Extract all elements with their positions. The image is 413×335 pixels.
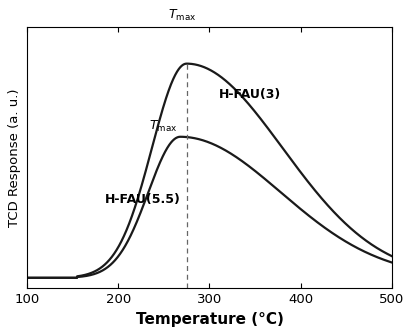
Text: H-FAU(3): H-FAU(3)	[218, 88, 281, 102]
Text: $T_{\mathrm{max}}$: $T_{\mathrm{max}}$	[149, 119, 178, 134]
Text: $T_{\mathrm{max}}$: $T_{\mathrm{max}}$	[168, 8, 196, 23]
Y-axis label: TCD Response (a. u.): TCD Response (a. u.)	[8, 88, 21, 227]
Text: H-FAU(5.5): H-FAU(5.5)	[104, 193, 180, 206]
X-axis label: Temperature (°C): Temperature (°C)	[135, 312, 283, 327]
